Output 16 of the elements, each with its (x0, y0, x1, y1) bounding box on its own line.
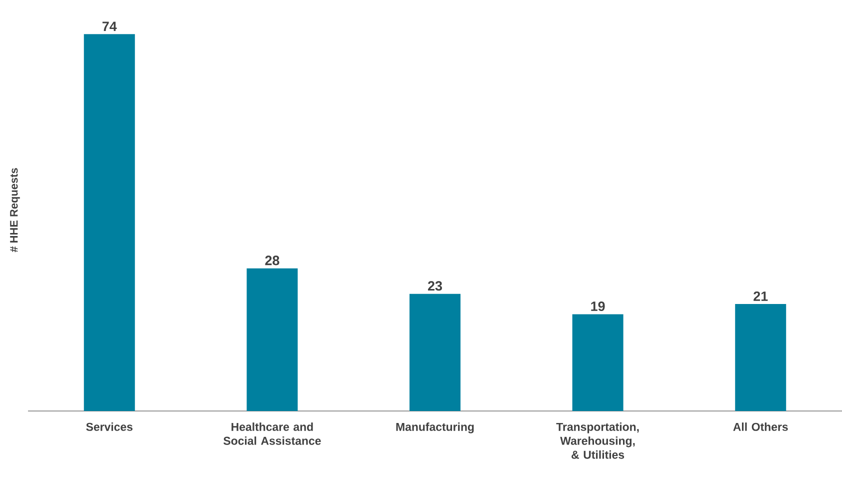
x-tick-label: Services (86, 422, 132, 431)
y-axis-title: # HHE Requests (10, 168, 20, 252)
data-label: 19 (591, 302, 605, 312)
data-label: 28 (265, 256, 280, 266)
data-label: 23 (428, 281, 442, 291)
bar (572, 314, 624, 411)
data-label: 74 (102, 22, 117, 31)
bar (84, 34, 135, 411)
bar (735, 304, 786, 411)
x-tick-label: Transportation, Warehousing, & Utilities (556, 422, 639, 459)
bar (410, 294, 461, 411)
x-tick-label: Healthcare and Social Assistance (223, 422, 321, 445)
x-tick-label: All Others (733, 422, 788, 431)
data-label: 21 (754, 291, 768, 301)
bar (246, 268, 298, 411)
x-tick-label: Manufacturing (396, 422, 474, 434)
